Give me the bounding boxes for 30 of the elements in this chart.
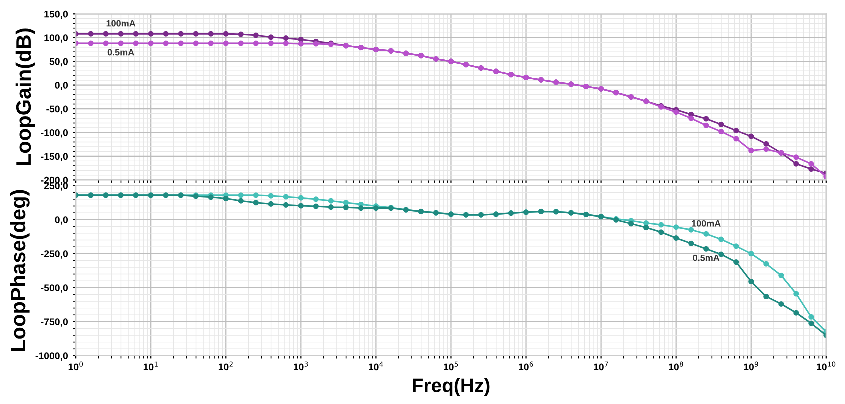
- x-tick-label: 10$^{10}$: [817, 362, 836, 371]
- x-tick-label: 10$^{2}$: [218, 362, 233, 371]
- y-tick-label: -150,0: [41, 153, 68, 162]
- y-tick-label: 100,0: [44, 34, 68, 43]
- y-tick-label: -100,0: [41, 129, 68, 138]
- y-axis-title: LoopGain(dB): [16, 28, 36, 166]
- x-tick-label: 10$^{6}$: [519, 362, 534, 371]
- x-tick-label: 10$^{9}$: [744, 362, 758, 371]
- x-tick-label: 10$^{4}$: [369, 362, 384, 371]
- y-axis-title: LoopPhase(deg): [10, 190, 30, 352]
- x-tick-label: 10$^{3}$: [294, 362, 308, 371]
- y-tick-label: -500,0: [41, 284, 68, 293]
- x-tick-label: 10$^{0}$: [68, 362, 84, 371]
- series-label: 0.5mA: [693, 254, 720, 262]
- x-tick-label: 10$^{1}$: [144, 362, 158, 371]
- y-tick-label: -1000,0: [36, 352, 68, 361]
- x-tick-label: 10$^{8}$: [669, 362, 684, 371]
- series-label: 100mA: [692, 220, 721, 227]
- series-label: 0.5mA: [108, 49, 134, 56]
- x-tick-label: 10$^{5}$: [444, 362, 458, 371]
- y-tick-label: 150,0: [44, 10, 68, 20]
- series-label: 100mA: [106, 20, 136, 27]
- y-tick-label: 0,0: [55, 82, 68, 90]
- y-tick-label: -50,0: [46, 106, 68, 114]
- y-tick-label: 0,0: [55, 216, 68, 225]
- x-axis-title: Freq(Hz): [413, 378, 490, 396]
- x-tick-label: 10$^{7}$: [594, 362, 608, 371]
- y-tick-label: -250,0: [41, 250, 68, 259]
- y-tick-label: -750,0: [41, 318, 68, 327]
- y-tick-label: 50,0: [50, 58, 68, 67]
